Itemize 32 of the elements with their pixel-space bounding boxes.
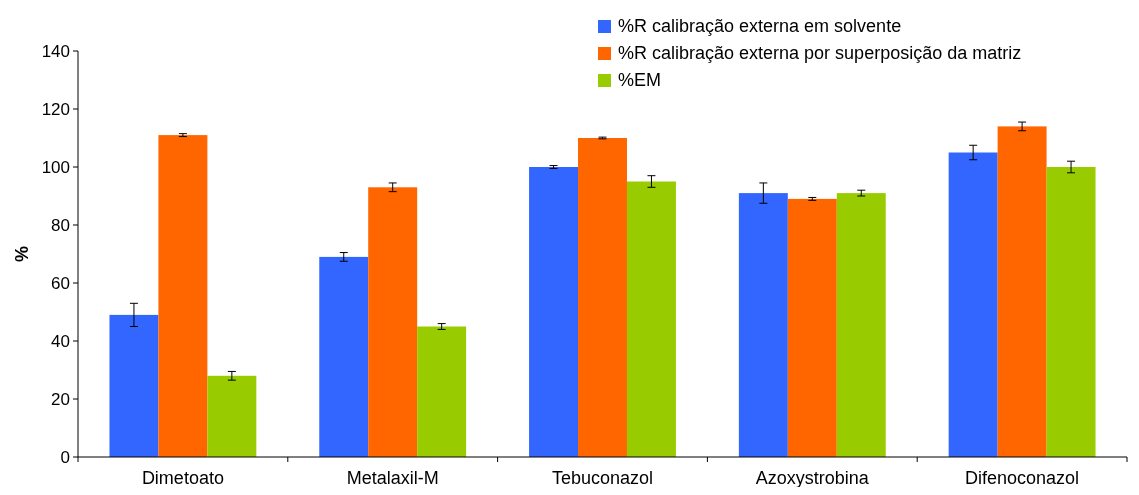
bar — [578, 138, 627, 457]
y-tick-label: 120 — [41, 99, 70, 119]
bar — [997, 126, 1047, 457]
legend-label: %EM — [618, 70, 662, 90]
y-tick-label: 60 — [51, 273, 70, 293]
y-tick-label: 140 — [41, 41, 70, 61]
y-tick-label: 0 — [60, 447, 70, 467]
y-tick-label: 20 — [51, 389, 70, 409]
bar — [319, 256, 369, 457]
bar — [1046, 167, 1096, 457]
x-tick-label: Metalaxil-M — [346, 468, 439, 488]
y-tick-label: 40 — [51, 331, 70, 351]
bar — [417, 326, 467, 457]
bar — [836, 193, 886, 457]
bar — [109, 314, 159, 457]
y-axis-title: % — [12, 245, 32, 263]
bar — [787, 198, 837, 457]
y-tick-label: 80 — [51, 215, 70, 235]
bar — [738, 193, 788, 457]
legend-label: %R calibração externa em solvente — [618, 16, 902, 36]
bar — [368, 187, 418, 457]
x-tick-label: Tebuconazol — [551, 468, 654, 488]
x-tick-label: Dimetoato — [141, 468, 224, 488]
bar — [158, 135, 208, 457]
legend-label: %R calibração externa por superposição da matriz — [618, 43, 1022, 63]
x-tick-label: Azoxystrobina — [755, 468, 870, 488]
y-tick-label: 100 — [41, 157, 70, 177]
x-tick-label: Difenoconazol — [965, 468, 1080, 488]
bar — [626, 181, 676, 457]
bar — [529, 167, 579, 457]
bar — [948, 152, 998, 457]
bar — [207, 375, 257, 457]
